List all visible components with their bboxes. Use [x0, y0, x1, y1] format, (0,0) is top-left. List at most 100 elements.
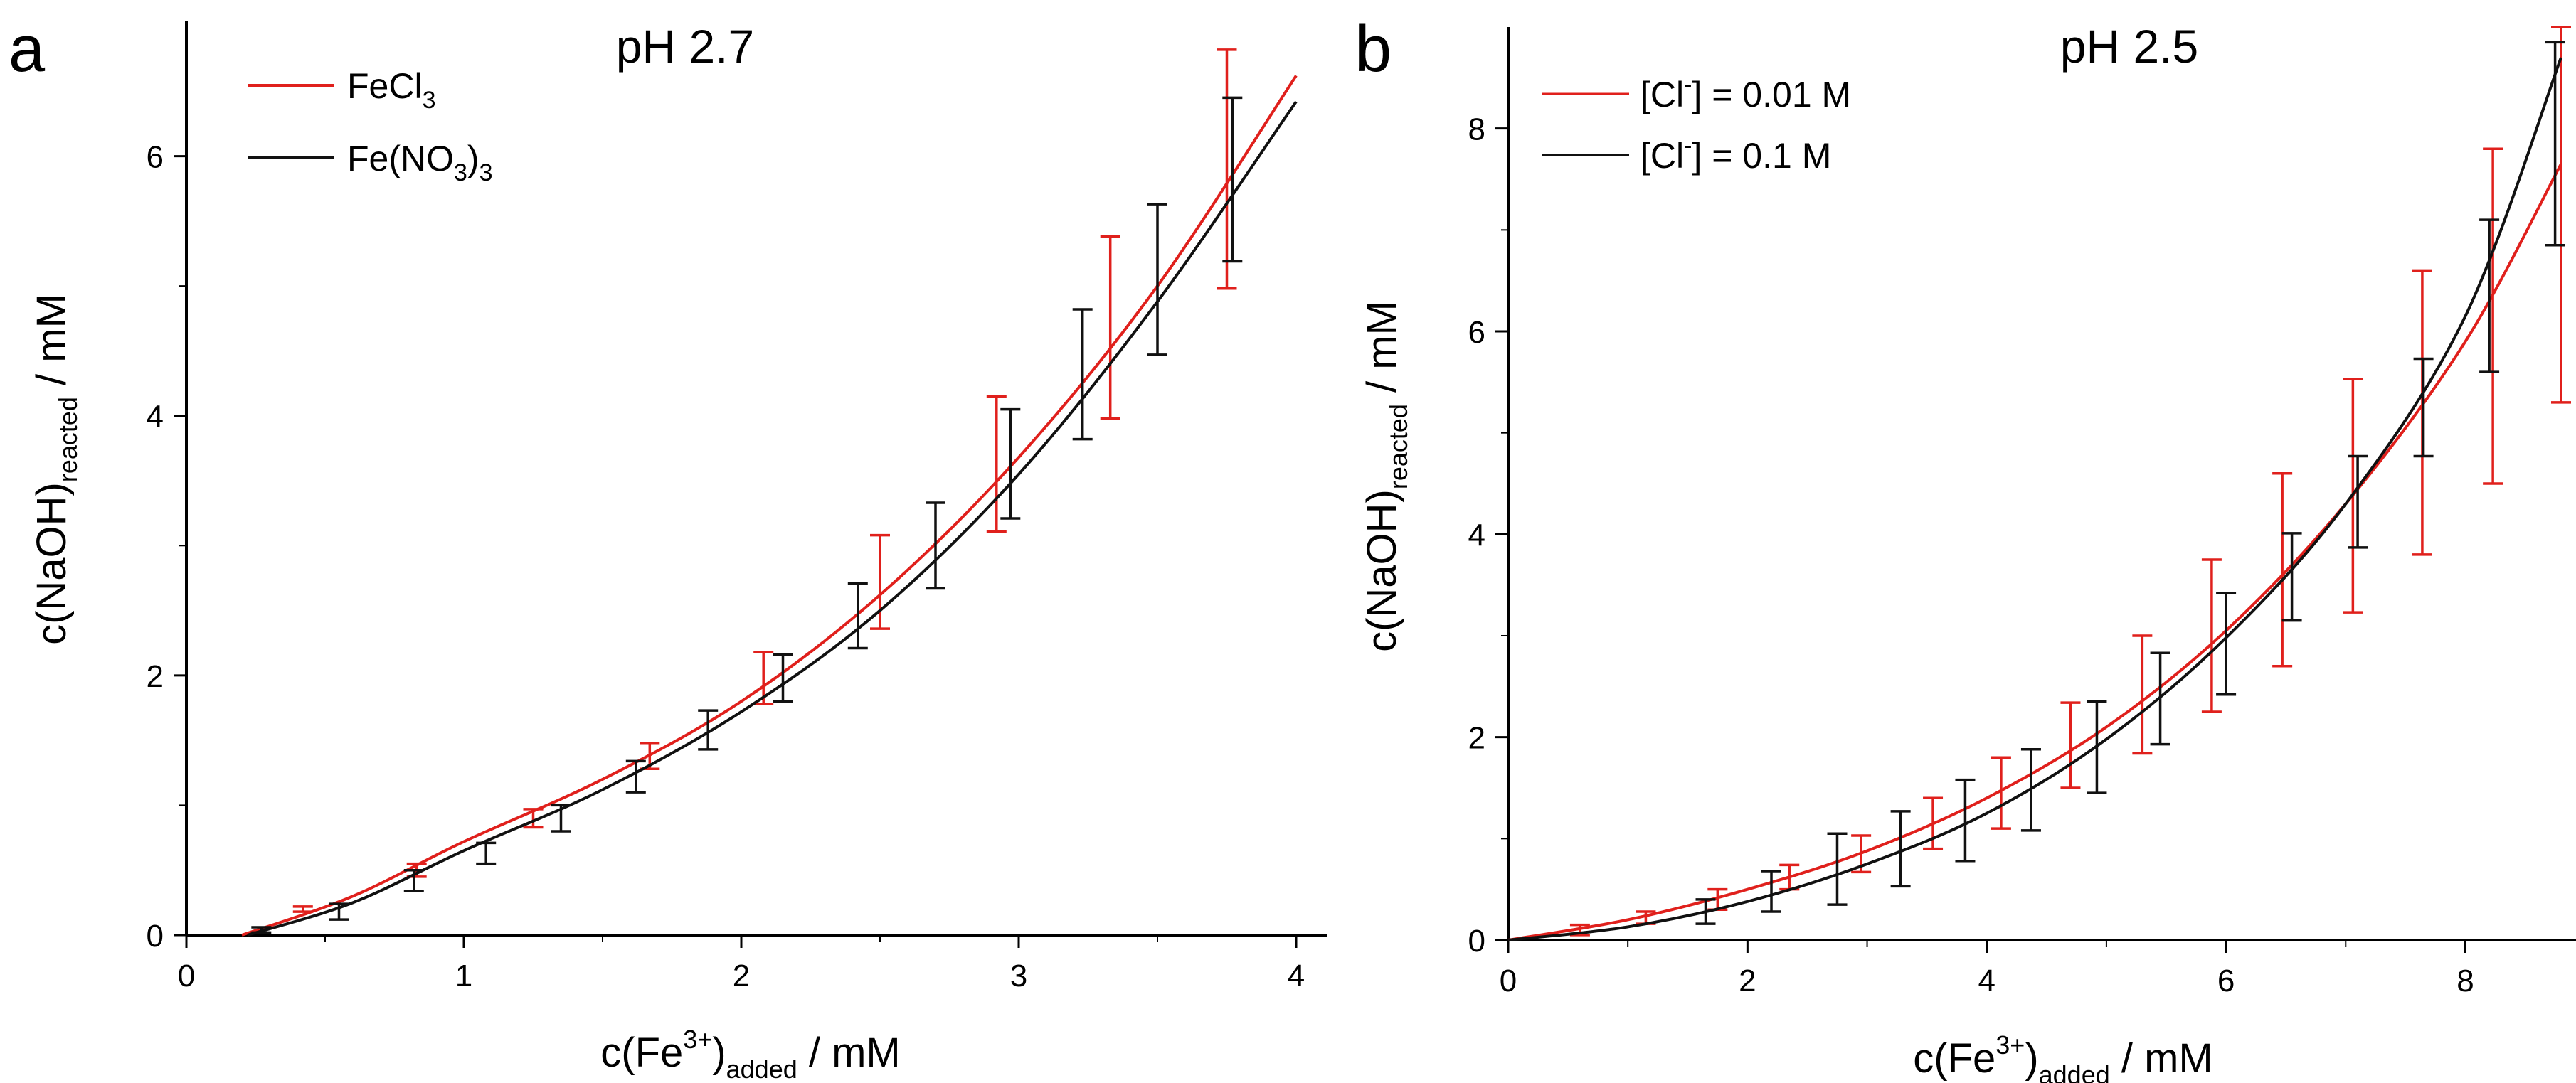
x-title-a-sup: 3+ — [683, 1025, 712, 1054]
legend-label-feno33: Fe(NO3)3 — [347, 139, 493, 186]
y-title-b-sub: reacted — [1384, 404, 1413, 489]
x-tick-label-b: 6 — [2217, 964, 2235, 998]
panel-letter-a: a — [9, 13, 46, 85]
y-title-a-sub: reacted — [53, 397, 83, 482]
errorbar-b-s0 — [2272, 471, 2293, 668]
errorbar-b-s1 — [2413, 357, 2434, 458]
legend-cl01-sup: - — [1684, 132, 1692, 159]
legend-a: FeCl3 Fe(NO3)3 — [248, 66, 493, 186]
legend-label-cl-001: [Cl-] = 0.01 M — [1641, 71, 1851, 114]
x-axis-title-b: c(Fe3+)added / mM — [1913, 1030, 2212, 1083]
legend-label-fecl3: FeCl3 — [347, 66, 436, 114]
x-title-a-main: c(Fe — [600, 1030, 683, 1076]
legend-cl001-sup: - — [1684, 71, 1692, 98]
x-tick-label-b: 8 — [2456, 964, 2474, 998]
y-tick-label-a: 6 — [147, 140, 164, 175]
y-title-b-tail: / mM — [1359, 301, 1405, 404]
plot-title-a: pH 2.7 — [616, 20, 754, 73]
errorbar-a-s1 — [551, 804, 571, 833]
x-title-a-tail: / mM — [797, 1030, 901, 1076]
errorbar-b-s0 — [2201, 558, 2222, 713]
errorbar-a-s0 — [292, 905, 313, 913]
errorbar-b-s1 — [2348, 454, 2368, 549]
errorbar-a-s1 — [329, 902, 349, 921]
errorbar-a-s0 — [1217, 48, 1237, 290]
errorbar-b-s0 — [1923, 796, 1944, 850]
errorbar-a-s1 — [403, 868, 424, 892]
x-title-b-tail: / mM — [2110, 1035, 2213, 1082]
errorbar-a-s1 — [251, 926, 272, 934]
y-title-b-main: c(NaOH) — [1359, 489, 1405, 652]
y-tick-label-b: 0 — [1468, 924, 1485, 959]
errorbar-b-s0 — [2060, 701, 2081, 789]
series-line-b-s0 — [1507, 163, 2562, 941]
legend-cl01-tail: ] = 0.1 M — [1692, 136, 1831, 176]
errorbar-b-s1 — [1890, 810, 1911, 888]
x-title-b-main: c(Fe — [1913, 1035, 1995, 1082]
x-title-b-close: ) — [2025, 1035, 2038, 1082]
errorbar-a-s1 — [847, 582, 868, 650]
x-title-a-sub: added — [726, 1055, 797, 1083]
errorbar-a-s1 — [1000, 407, 1021, 520]
legend-feno33-close: ) — [467, 139, 479, 178]
legend-cl001-tail: ] = 0.01 M — [1692, 75, 1851, 114]
legend-label-cl-01: [Cl-] = 0.1 M — [1641, 132, 1831, 176]
errorbar-a-s1 — [926, 501, 945, 590]
legend-b: [Cl-] = 0.01 M [Cl-] = 0.1 M — [1542, 71, 1851, 176]
errorbar-a-s1 — [625, 759, 646, 794]
errorbar-b-s0 — [2483, 147, 2503, 485]
ticks-a: 0 1 2 3 4 0 2 4 6 — [147, 140, 1305, 993]
series-line-a-s0 — [241, 75, 1298, 937]
errorbar-a-s0 — [753, 651, 774, 705]
errorbar-a-s1 — [1072, 308, 1093, 441]
errorbar-b-s1 — [2087, 700, 2107, 794]
x-tick-label-a: 1 — [455, 959, 472, 993]
errorbar-b-s1 — [2545, 41, 2565, 247]
errorbar-b-s1 — [1827, 832, 1848, 906]
y-tick-label-b: 2 — [1468, 721, 1485, 756]
x-tick-label-b: 2 — [1739, 964, 1756, 998]
errorbar-b-s1 — [1695, 898, 1716, 925]
y-tick-label-b: 4 — [1468, 518, 1485, 553]
x-tick-label-b: 4 — [1978, 964, 1995, 998]
x-tick-label-b: 0 — [1500, 964, 1517, 998]
y-title-a-tail: / mM — [28, 294, 75, 397]
series-line-a-s1 — [247, 100, 1298, 937]
errorbar-b-s1 — [2020, 748, 2041, 832]
errorbar-a-s1 — [1222, 96, 1243, 263]
plot-area-b — [1507, 26, 2571, 941]
y-axis-title-b: c(NaOH)reacted / mM — [1359, 301, 1413, 652]
legend-cl01-main: [Cl — [1641, 136, 1684, 176]
errorbar-b-s0 — [2551, 26, 2571, 404]
errorbar-a-s1 — [476, 841, 497, 865]
errorbar-a-s0 — [870, 533, 890, 630]
y-tick-label-a: 4 — [147, 400, 164, 434]
errorbar-b-s0 — [2132, 634, 2153, 755]
x-title-a-close: ) — [712, 1030, 726, 1076]
y-axis-title-a: c(NaOH)reacted / mM — [28, 294, 83, 645]
errorbar-b-s0 — [1779, 863, 1800, 891]
legend-cl001-main: [Cl — [1641, 75, 1684, 114]
axes-a: 0 1 2 3 4 0 2 4 6 — [147, 21, 1327, 993]
legend-feno33-main: Fe(NO — [347, 139, 454, 178]
x-tick-label-a: 3 — [1010, 959, 1027, 993]
errorbar-b-s1 — [2216, 592, 2237, 696]
errorbar-b-s1 — [2281, 532, 2302, 622]
errorbar-a-s1 — [1147, 203, 1167, 356]
errorbar-a-s0 — [986, 395, 1007, 533]
y-tick-label-a: 0 — [147, 919, 164, 954]
plot-title-b: pH 2.5 — [2060, 20, 2198, 73]
axes-b: 0 2 4 6 8 0 2 4 6 8 — [1468, 27, 2576, 998]
x-tick-label-a: 2 — [733, 959, 750, 993]
y-tick-label-b: 6 — [1468, 315, 1485, 350]
x-title-b-sup: 3+ — [1995, 1030, 2025, 1060]
errorbar-b-s1 — [2150, 651, 2170, 746]
x-axis-title-a: c(Fe3+)added / mM — [600, 1025, 900, 1083]
plot-area-a — [241, 48, 1298, 937]
errorbar-b-s1 — [1761, 870, 1781, 913]
x-tick-label-a: 0 — [178, 959, 195, 993]
y-title-a-main: c(NaOH) — [28, 482, 75, 645]
y-tick-label-a: 2 — [147, 659, 164, 694]
